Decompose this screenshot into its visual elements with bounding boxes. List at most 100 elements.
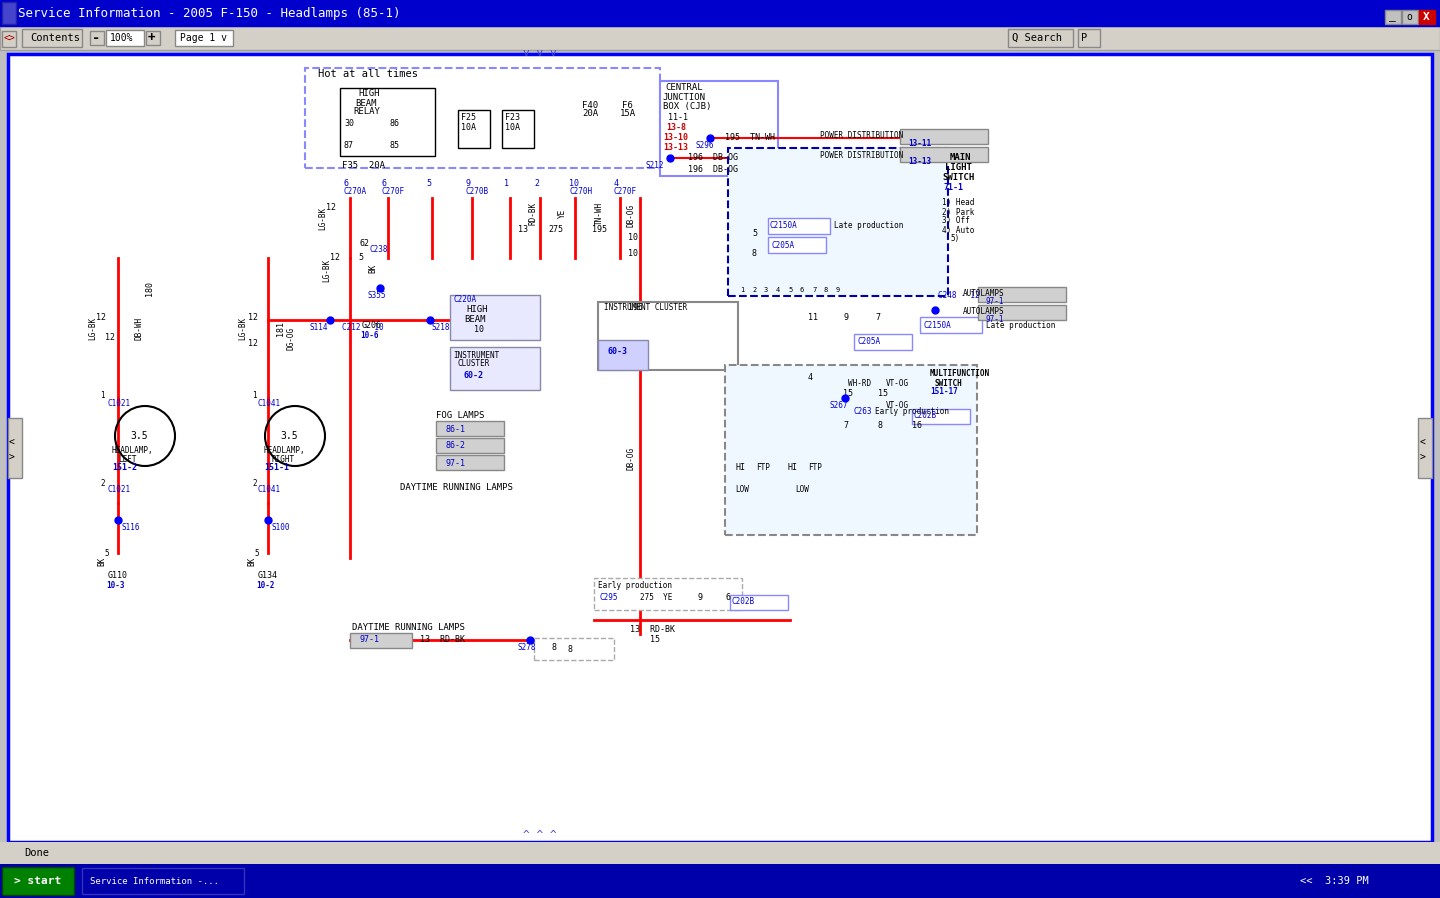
Text: AUTOLAMPS: AUTOLAMPS <box>963 288 1005 297</box>
Bar <box>595 578 742 610</box>
Bar <box>82 868 243 894</box>
Text: 10: 10 <box>474 325 484 334</box>
Bar <box>534 638 613 660</box>
Text: 10-3: 10-3 <box>107 580 124 589</box>
Text: 9: 9 <box>698 593 703 602</box>
Text: 12: 12 <box>325 204 336 213</box>
Bar <box>1 2 16 24</box>
Text: Contents: Contents <box>30 33 81 43</box>
Text: 100%: 100% <box>109 33 134 43</box>
Text: 9: 9 <box>842 313 848 322</box>
Text: +: + <box>148 31 156 45</box>
Text: 5: 5 <box>253 549 259 558</box>
Text: C270H: C270H <box>569 188 592 197</box>
Text: Early production: Early production <box>598 582 672 591</box>
Text: 13-8: 13-8 <box>665 122 685 131</box>
Text: LOW: LOW <box>795 486 809 495</box>
Text: 13-13: 13-13 <box>662 143 688 152</box>
Bar <box>436 438 504 453</box>
Text: C248 - 12: C248 - 12 <box>937 292 979 301</box>
Bar <box>503 110 534 148</box>
Text: 5: 5 <box>426 180 431 189</box>
Text: F35  20A: F35 20A <box>343 161 384 170</box>
Text: C2150A: C2150A <box>770 222 798 231</box>
Text: 3.5: 3.5 <box>130 431 148 441</box>
Text: <: < <box>1420 438 1426 448</box>
Bar <box>1418 418 1431 478</box>
Text: 15A: 15A <box>621 110 636 119</box>
Text: 1: 1 <box>504 180 508 189</box>
Text: HIGH: HIGH <box>467 305 488 314</box>
Text: C212 - 10: C212 - 10 <box>343 323 383 332</box>
Text: 275  YE: 275 YE <box>639 593 672 602</box>
Text: 2) Park: 2) Park <box>942 207 975 216</box>
Text: 12: 12 <box>105 333 115 342</box>
Bar <box>9 54 1431 842</box>
Text: 9: 9 <box>467 180 471 189</box>
Text: MAIN: MAIN <box>950 154 972 163</box>
Text: INSTRUMENT: INSTRUMENT <box>454 350 500 359</box>
Text: LOW: LOW <box>734 486 749 495</box>
Text: <: < <box>9 438 14 448</box>
Bar <box>730 595 788 610</box>
Text: C202B: C202B <box>732 597 755 606</box>
Text: 4: 4 <box>613 180 619 189</box>
Text: _: _ <box>1390 12 1395 22</box>
Text: F40: F40 <box>582 101 598 110</box>
Text: 15: 15 <box>842 389 852 398</box>
Text: 10A: 10A <box>461 122 477 131</box>
Bar <box>0 864 1440 898</box>
Text: 12: 12 <box>96 313 107 322</box>
Bar <box>176 30 233 46</box>
Bar <box>449 347 540 390</box>
Text: C270F: C270F <box>613 188 636 197</box>
Text: 62: 62 <box>360 239 370 248</box>
Text: S212: S212 <box>645 162 664 171</box>
Bar <box>768 218 829 234</box>
Bar <box>350 633 412 648</box>
Bar <box>978 305 1066 320</box>
Bar <box>22 29 82 47</box>
Text: 5: 5 <box>788 287 792 293</box>
Text: C1021: C1021 <box>107 399 130 408</box>
Text: SWITCH: SWITCH <box>935 378 963 388</box>
Bar <box>0 26 1440 50</box>
Bar <box>1008 29 1073 47</box>
Text: S278: S278 <box>518 644 537 653</box>
Text: AUTOLAMPS: AUTOLAMPS <box>963 306 1005 315</box>
Text: -: - <box>92 31 101 45</box>
Text: 10: 10 <box>628 249 638 258</box>
Text: 3) Off: 3) Off <box>942 216 969 225</box>
Text: 11: 11 <box>808 313 818 322</box>
Text: C220A: C220A <box>454 295 477 304</box>
Text: 196: 196 <box>628 304 644 313</box>
Bar <box>305 68 660 168</box>
Text: 12: 12 <box>330 253 340 262</box>
Bar <box>9 418 22 478</box>
Text: C270F: C270F <box>382 188 405 197</box>
Text: >: > <box>1420 453 1426 463</box>
Text: DB-WH: DB-WH <box>134 316 143 339</box>
Text: 97-1: 97-1 <box>360 636 380 645</box>
Text: 10A: 10A <box>505 122 520 131</box>
Text: 13-11: 13-11 <box>909 138 932 147</box>
Text: 4: 4 <box>776 287 780 293</box>
Text: 16: 16 <box>912 420 922 429</box>
Bar <box>724 365 976 535</box>
Text: 151-17: 151-17 <box>930 388 958 397</box>
Text: S100: S100 <box>272 523 291 532</box>
Text: 7: 7 <box>842 420 848 429</box>
Text: <<  3:39 PM: << 3:39 PM <box>1300 876 1369 886</box>
Text: G206: G206 <box>361 321 382 330</box>
Text: 10-6: 10-6 <box>360 331 379 340</box>
Text: 86-1: 86-1 <box>445 425 465 434</box>
Text: C202B: C202B <box>914 411 937 420</box>
Text: S296: S296 <box>696 142 713 151</box>
Text: POWER DISTRIBUTION: POWER DISTRIBUTION <box>819 130 903 139</box>
Text: F25: F25 <box>461 113 477 122</box>
Text: S114: S114 <box>310 323 328 332</box>
Text: <>: <> <box>4 34 16 44</box>
Bar <box>1 867 73 895</box>
Bar <box>729 148 948 296</box>
Text: ^ ^ ^: ^ ^ ^ <box>523 830 557 840</box>
